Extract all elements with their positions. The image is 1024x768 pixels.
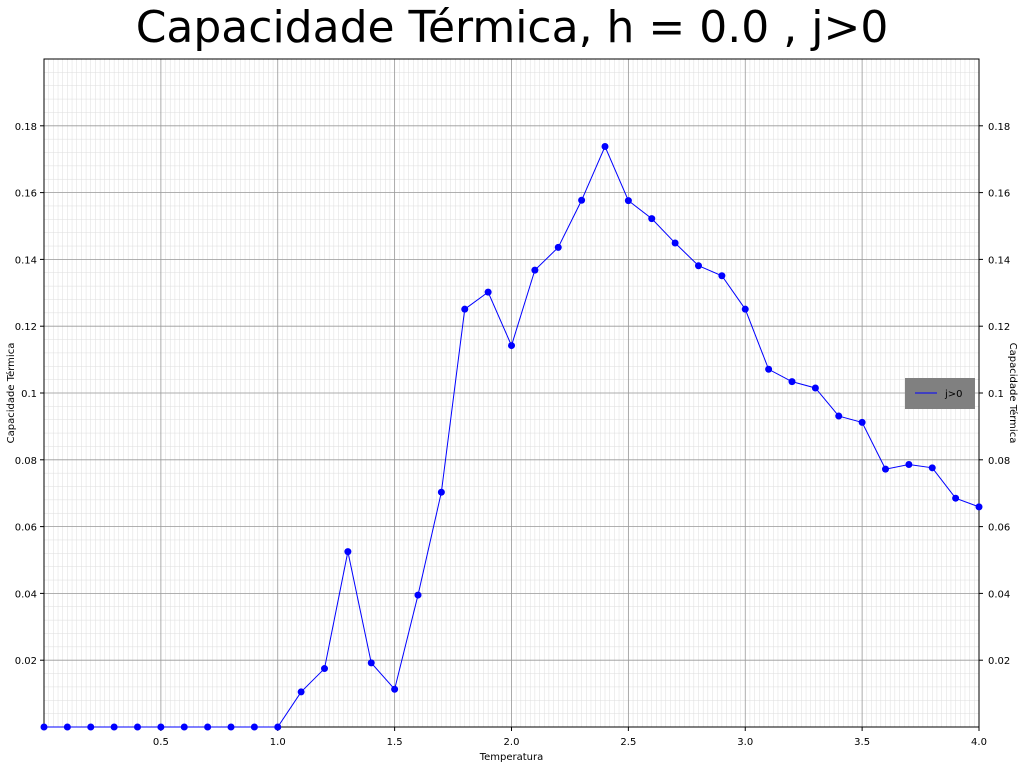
data-point	[321, 665, 328, 673]
data-point	[227, 723, 235, 731]
legend: j>0	[905, 378, 975, 409]
data-point	[367, 659, 375, 667]
data-point	[882, 465, 889, 473]
data-point	[905, 460, 913, 468]
data-point	[928, 464, 936, 472]
x-tick-label: 2.5	[620, 737, 636, 748]
data-point	[765, 365, 773, 373]
data-point	[554, 243, 562, 251]
data-point	[157, 723, 165, 731]
data-point	[297, 688, 305, 696]
x-tick-label: 1.0	[270, 737, 286, 748]
y-tick-label-left: 0.12	[15, 322, 37, 333]
data-point	[437, 488, 445, 496]
data-point	[531, 266, 539, 274]
x-axis-ticks: 0.5 1.0 1.5 2.0 2.5 3.0 3.5 4.0	[153, 727, 987, 748]
y-tick-label-left: 0.1	[21, 389, 37, 400]
data-point	[134, 723, 141, 731]
legend-entry: j>0	[944, 389, 963, 400]
y-tick-label-left: 0.06	[15, 523, 37, 534]
y-tick-label-left: 0.16	[15, 189, 37, 200]
y-tick-label-left: 0.02	[15, 656, 37, 667]
data-point	[508, 342, 515, 350]
data-point	[695, 262, 702, 270]
series-layer	[40, 143, 983, 731]
data-point	[671, 239, 679, 247]
data-point	[180, 723, 188, 731]
chart-title: Capacidade Térmica, h = 0.0 , j>0	[135, 2, 889, 53]
data-point	[835, 412, 843, 420]
data-point	[250, 723, 258, 731]
x-tick-label: 2.0	[504, 737, 520, 748]
x-axis-label: Temperatura	[479, 752, 544, 763]
data-point	[110, 723, 118, 731]
data-point	[204, 723, 212, 731]
data-point	[788, 378, 796, 386]
y-tick-label-right: 0.18	[988, 122, 1010, 133]
y-tick-label-right: 0.02	[988, 656, 1010, 667]
x-tick-label: 3.5	[854, 737, 870, 748]
y-tick-label-right: 0.16	[988, 189, 1010, 200]
y-axis-label-left: Capacidade Térmica	[5, 343, 17, 444]
data-point	[952, 494, 960, 502]
data-point	[391, 685, 399, 693]
data-point	[578, 196, 586, 204]
y-tick-label-right: 0.04	[988, 589, 1010, 600]
y-tick-label-right: 0.08	[988, 456, 1010, 467]
y-tick-label-right: 0.1	[988, 389, 1004, 400]
y-tick-label-left: 0.18	[15, 122, 37, 133]
data-point	[718, 272, 726, 280]
data-point	[274, 723, 282, 731]
y-tick-label-left: 0.14	[15, 255, 37, 266]
data-point	[858, 418, 866, 426]
x-tick-label: 0.5	[153, 737, 169, 748]
data-point	[484, 288, 492, 296]
data-point	[624, 197, 632, 205]
y-axis-right-ticks: 0.02 0.04 0.06 0.08 0.1 0.12 0.14 0.16 0.18	[979, 122, 1010, 667]
data-point	[87, 723, 95, 731]
y-axis-label-right: Capacidade Térmica	[1007, 343, 1019, 444]
major-grid	[44, 59, 980, 727]
y-tick-label-right: 0.14	[988, 255, 1010, 266]
data-point	[461, 305, 469, 313]
y-tick-label-left: 0.04	[15, 589, 37, 600]
y-tick-label-right: 0.06	[988, 523, 1010, 534]
data-point	[414, 591, 422, 599]
y-tick-label-right: 0.12	[988, 322, 1010, 333]
x-tick-label: 3.0	[737, 737, 753, 748]
x-tick-label: 4.0	[971, 737, 987, 748]
data-point	[601, 143, 609, 151]
data-point	[741, 305, 749, 313]
y-tick-label-left: 0.08	[15, 456, 37, 467]
data-point	[344, 548, 352, 556]
data-point	[63, 723, 71, 731]
data-point	[975, 503, 983, 511]
data-point	[811, 384, 819, 392]
y-axis-left-ticks: 0.02 0.04 0.06 0.08 0.1 0.12 0.14 0.16 0.18	[15, 122, 44, 667]
data-point	[648, 215, 656, 223]
data-point	[40, 723, 48, 731]
x-tick-label: 1.5	[387, 737, 403, 748]
